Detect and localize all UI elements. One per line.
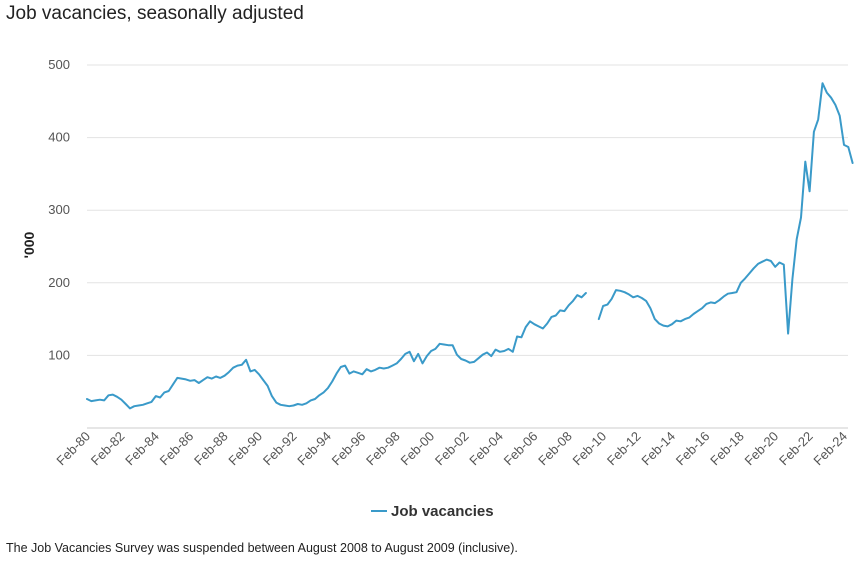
series-line[interactable] [86, 292, 587, 410]
x-tick-label: Feb-16 [673, 429, 713, 469]
y-tick-label: 100 [48, 347, 70, 362]
y-axis-ticks: 100 200 300 400 500 [48, 57, 70, 362]
x-tick-label: Feb-02 [432, 429, 472, 469]
x-tick-label: Feb-14 [638, 429, 678, 469]
series-job-vacancies [86, 82, 854, 410]
legend[interactable]: Job vacancies [371, 503, 494, 520]
x-tick-label: Feb-96 [329, 429, 369, 469]
x-tick-label: Feb-12 [604, 429, 644, 469]
x-tick-label: Feb-84 [122, 429, 162, 469]
series-line[interactable] [597, 82, 854, 335]
x-tick-label: Feb-06 [501, 429, 541, 469]
x-tick-label: Feb-80 [53, 429, 93, 469]
y-tick-label: 200 [48, 275, 70, 290]
x-tick-label: Feb-18 [707, 429, 747, 469]
y-tick-label: 500 [48, 57, 70, 72]
x-tick-label: Feb-10 [570, 429, 610, 469]
x-tick-label: Feb-22 [776, 429, 816, 469]
x-tick-label: Feb-98 [363, 429, 403, 469]
x-tick-label: Feb-86 [157, 429, 197, 469]
y-tick-label: 300 [48, 202, 70, 217]
x-tick-label: Feb-00 [397, 429, 437, 469]
x-tick-label: Feb-20 [742, 429, 782, 469]
grid-lines [87, 64, 848, 429]
x-tick-label: Feb-92 [260, 429, 300, 469]
x-tick-label: Feb-82 [88, 429, 128, 469]
footnote: The Job Vacancies Survey was suspended b… [6, 541, 518, 555]
x-tick-label: Feb-94 [294, 429, 334, 469]
x-tick-label: Feb-04 [466, 429, 506, 469]
x-tick-label: Feb-08 [535, 429, 575, 469]
chart-title: Job vacancies, seasonally adjusted [6, 3, 304, 24]
x-tick-label: Feb-24 [810, 429, 850, 469]
x-axis-ticks: Feb-80Feb-82Feb-84Feb-86Feb-88Feb-90Feb-… [53, 429, 850, 469]
y-tick-label: 400 [48, 130, 70, 145]
y-axis-label: '000 [21, 231, 37, 258]
x-tick-label: Feb-90 [225, 429, 265, 469]
x-tick-label: Feb-88 [191, 429, 231, 469]
legend-label: Job vacancies [391, 503, 494, 520]
